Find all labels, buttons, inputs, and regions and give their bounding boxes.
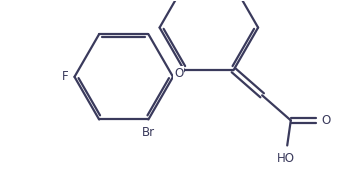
Text: O: O <box>321 114 331 127</box>
Text: HO: HO <box>277 152 294 165</box>
Text: O: O <box>174 67 183 80</box>
Text: F: F <box>62 70 68 83</box>
Text: Br: Br <box>142 126 155 139</box>
